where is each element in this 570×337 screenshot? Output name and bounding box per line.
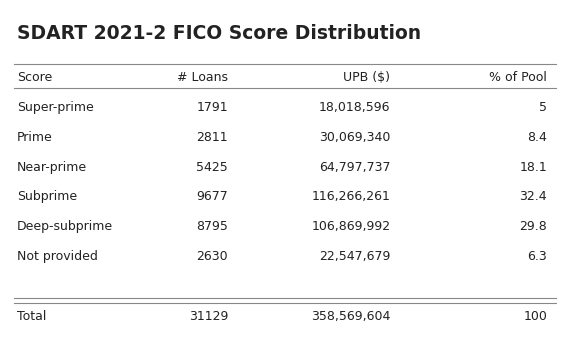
Text: Deep-subprime: Deep-subprime xyxy=(17,220,113,233)
Text: Prime: Prime xyxy=(17,131,53,144)
Text: Score: Score xyxy=(17,71,52,84)
Text: 31129: 31129 xyxy=(189,310,228,323)
Text: Subprime: Subprime xyxy=(17,190,77,203)
Text: Super-prime: Super-prime xyxy=(17,101,94,114)
Text: 5425: 5425 xyxy=(196,161,228,174)
Text: 2811: 2811 xyxy=(197,131,228,144)
Text: 64,797,737: 64,797,737 xyxy=(319,161,390,174)
Text: 358,569,604: 358,569,604 xyxy=(311,310,390,323)
Text: Not provided: Not provided xyxy=(17,250,98,263)
Text: 116,266,261: 116,266,261 xyxy=(312,190,390,203)
Text: % of Pool: % of Pool xyxy=(489,71,547,84)
Text: 30,069,340: 30,069,340 xyxy=(319,131,390,144)
Text: UPB ($): UPB ($) xyxy=(344,71,390,84)
Text: 2630: 2630 xyxy=(197,250,228,263)
Text: 5: 5 xyxy=(539,101,547,114)
Text: 32.4: 32.4 xyxy=(520,190,547,203)
Text: 18,018,596: 18,018,596 xyxy=(319,101,390,114)
Text: SDART 2021-2 FICO Score Distribution: SDART 2021-2 FICO Score Distribution xyxy=(17,24,421,42)
Text: 106,869,992: 106,869,992 xyxy=(311,220,390,233)
Text: 9677: 9677 xyxy=(196,190,228,203)
Text: 1791: 1791 xyxy=(197,101,228,114)
Text: # Loans: # Loans xyxy=(177,71,228,84)
Text: 18.1: 18.1 xyxy=(519,161,547,174)
Text: 29.8: 29.8 xyxy=(519,220,547,233)
Text: 8.4: 8.4 xyxy=(527,131,547,144)
Text: 100: 100 xyxy=(523,310,547,323)
Text: Total: Total xyxy=(17,310,47,323)
Text: Near-prime: Near-prime xyxy=(17,161,87,174)
Text: 22,547,679: 22,547,679 xyxy=(319,250,390,263)
Text: 8795: 8795 xyxy=(196,220,228,233)
Text: 6.3: 6.3 xyxy=(527,250,547,263)
